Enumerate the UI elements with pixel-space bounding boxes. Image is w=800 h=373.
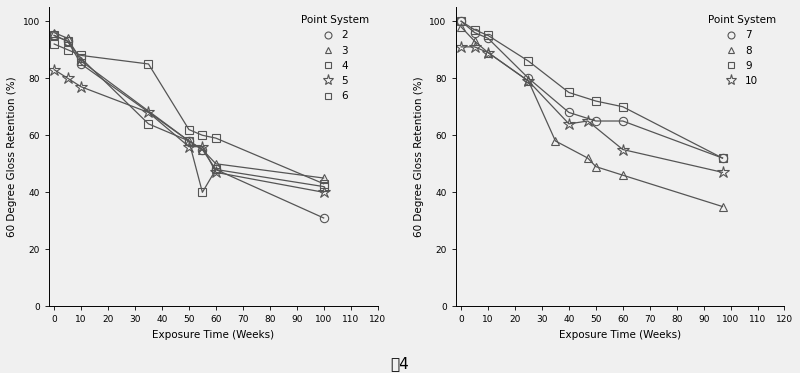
10 [483, 50, 493, 55]
5 [50, 68, 59, 72]
6 [50, 42, 59, 46]
6 [319, 182, 329, 186]
Text: 图4: 图4 [390, 356, 410, 371]
4 [198, 190, 207, 195]
8 [591, 164, 601, 169]
5 [184, 144, 194, 149]
2 [50, 33, 59, 38]
8 [483, 50, 493, 55]
Line: 6: 6 [50, 40, 328, 188]
7 [456, 19, 466, 23]
7 [564, 110, 574, 115]
Y-axis label: 60 Degree Gloss Retention (%): 60 Degree Gloss Retention (%) [7, 76, 17, 237]
5 [198, 144, 207, 149]
4 [184, 139, 194, 143]
9 [483, 33, 493, 38]
6 [144, 62, 154, 66]
10 [564, 122, 574, 126]
7 [483, 36, 493, 41]
Line: 2: 2 [50, 31, 328, 222]
4 [211, 167, 221, 172]
Line: 7: 7 [457, 17, 726, 162]
2 [184, 139, 194, 143]
7 [718, 156, 727, 160]
9 [470, 28, 479, 32]
6 [211, 136, 221, 140]
10 [618, 147, 628, 152]
6 [198, 133, 207, 138]
X-axis label: Exposure Time (Weeks): Exposure Time (Weeks) [152, 330, 274, 340]
10 [524, 79, 534, 83]
3 [211, 162, 221, 166]
8 [524, 79, 534, 83]
7 [618, 119, 628, 123]
2 [319, 216, 329, 220]
Legend: 7, 8, 9, 10: 7, 8, 9, 10 [705, 12, 779, 89]
8 [583, 156, 593, 160]
4 [63, 39, 73, 43]
8 [618, 173, 628, 178]
9 [618, 104, 628, 109]
5 [211, 170, 221, 175]
9 [591, 99, 601, 103]
5 [144, 110, 154, 115]
3 [319, 176, 329, 180]
8 [470, 39, 479, 43]
2 [76, 62, 86, 66]
9 [564, 90, 574, 95]
4 [76, 56, 86, 60]
3 [184, 139, 194, 143]
4 [50, 33, 59, 38]
10 [583, 119, 593, 123]
9 [456, 19, 466, 23]
7 [524, 76, 534, 81]
6 [63, 47, 73, 52]
5 [76, 85, 86, 89]
8 [718, 204, 727, 209]
Line: 9: 9 [457, 17, 726, 162]
3 [198, 147, 207, 152]
5 [319, 190, 329, 195]
Legend: 2, 3, 4, 5, 6: 2, 3, 4, 5, 6 [298, 12, 372, 104]
4 [319, 184, 329, 189]
5 [63, 76, 73, 81]
Line: 10: 10 [455, 41, 729, 179]
9 [524, 59, 534, 63]
2 [198, 147, 207, 152]
10 [456, 45, 466, 49]
3 [63, 36, 73, 41]
3 [50, 30, 59, 35]
Line: 4: 4 [50, 31, 328, 197]
6 [76, 53, 86, 58]
6 [184, 127, 194, 132]
Line: 3: 3 [50, 28, 328, 182]
X-axis label: Exposure Time (Weeks): Exposure Time (Weeks) [559, 330, 681, 340]
2 [63, 39, 73, 43]
Line: 5: 5 [48, 63, 330, 198]
Y-axis label: 60 Degree Gloss Retention (%): 60 Degree Gloss Retention (%) [414, 76, 424, 237]
4 [144, 122, 154, 126]
3 [76, 59, 86, 63]
2 [211, 167, 221, 172]
10 [718, 170, 727, 175]
9 [718, 156, 727, 160]
8 [550, 139, 560, 143]
7 [470, 30, 479, 35]
Line: 8: 8 [457, 23, 726, 211]
7 [591, 119, 601, 123]
10 [470, 45, 479, 49]
8 [456, 25, 466, 29]
